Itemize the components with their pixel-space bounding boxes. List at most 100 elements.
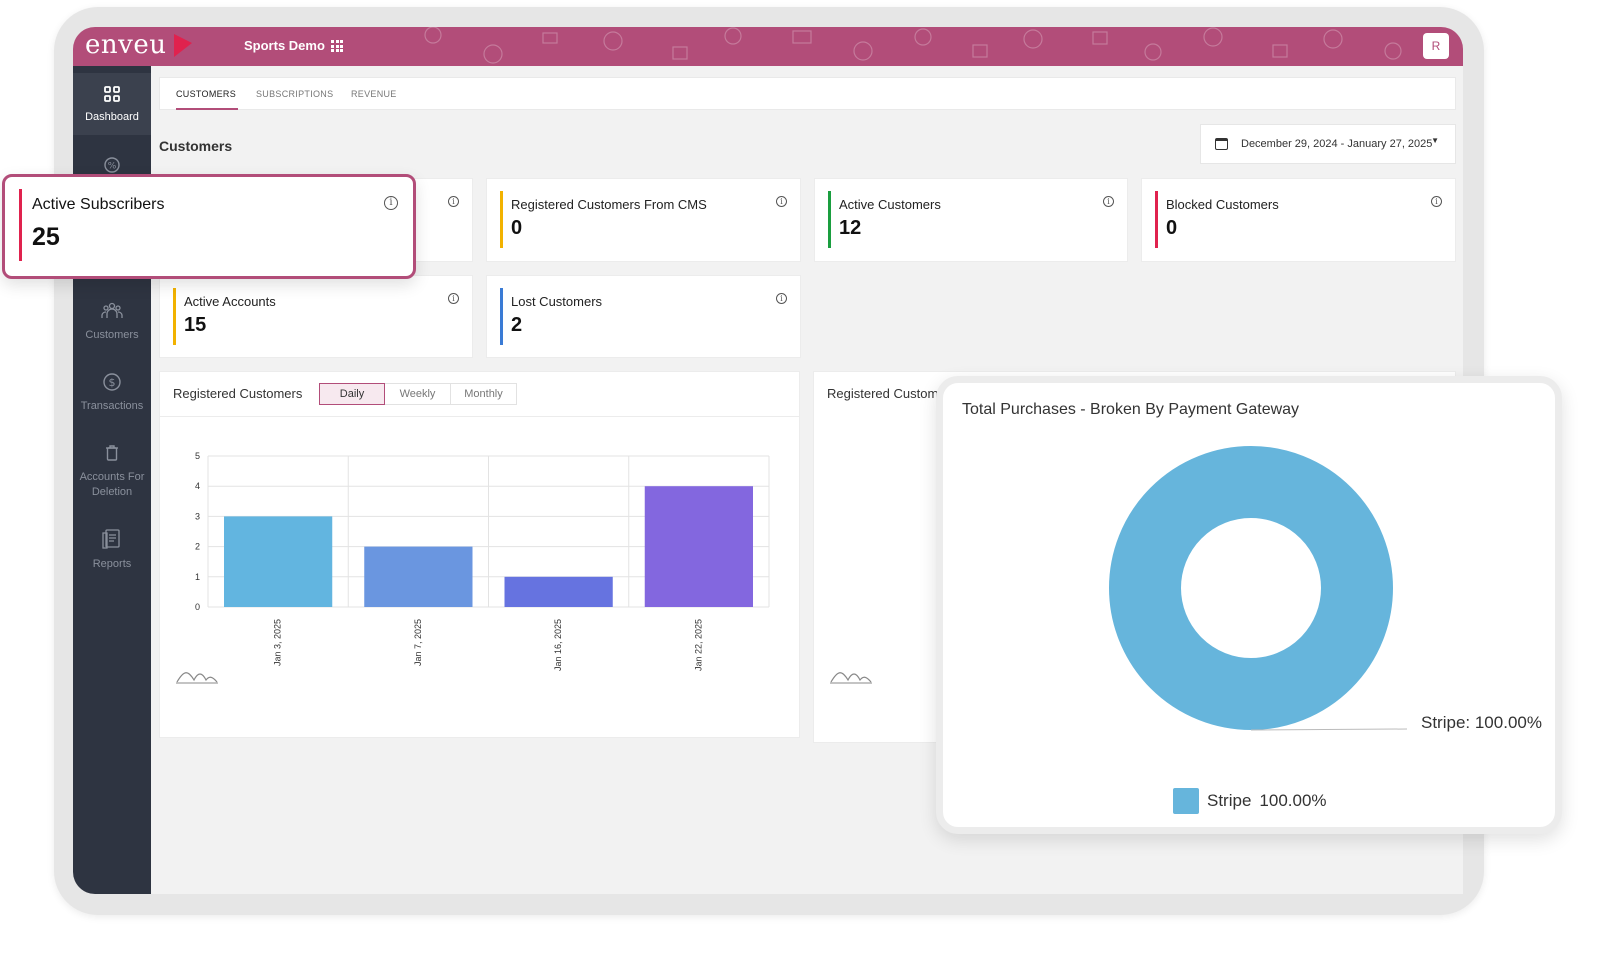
caret-down-icon: ▼ [1431, 136, 1439, 145]
grid-icon [73, 85, 151, 107]
sidebar-item-label: Accounts For Deletion [79, 471, 145, 498]
customers-icon [73, 301, 151, 325]
stat-label: Lost Customers [511, 294, 603, 309]
bar [504, 576, 613, 607]
stat-value: 0 [511, 217, 523, 239]
stat-card-active-accounts: Active Accounts 15 i [159, 275, 473, 358]
svg-text:%: % [108, 162, 117, 172]
date-range-text: December 29, 2024 - January 27, 2025 [1241, 138, 1433, 150]
panel-title: Registered Custom [827, 386, 939, 401]
sidebar-item-accounts-for-deletion[interactable]: Accounts For Deletion [73, 444, 151, 500]
y-tick-label: 2 [195, 542, 200, 552]
logo-flag-icon [174, 34, 192, 57]
apps-grid-icon[interactable] [331, 40, 343, 52]
stat-value: 12 [839, 217, 862, 239]
accent-bar [1155, 191, 1158, 248]
stat-label: Active Accounts [184, 294, 276, 309]
x-tick-label: Jan 3, 2025 [273, 619, 283, 666]
sidebar-item-transactions[interactable]: $ Transactions [73, 372, 151, 412]
stat-card-active-customers: Active Customers 12 i [814, 178, 1128, 262]
accent-bar [500, 191, 503, 248]
stat-label: Registered Customers From CMS [511, 197, 707, 212]
tab-bar: CUSTOMERS SUBSCRIPTIONS REVENUE [159, 77, 1456, 110]
info-icon[interactable]: i [776, 293, 787, 304]
legend-value: 100.00% [1259, 791, 1327, 810]
info-icon[interactable]: i [448, 196, 459, 207]
info-icon[interactable]: i [1431, 196, 1442, 207]
stat-label: Blocked Customers [1166, 197, 1279, 212]
bar [644, 486, 753, 607]
brand-logo[interactable]: enveu [85, 30, 167, 60]
period-daily-button[interactable]: Daily [319, 383, 385, 405]
stat-value: 15 [184, 314, 207, 336]
info-icon[interactable]: i [776, 196, 787, 207]
tab-customers[interactable]: CUSTOMERS [176, 89, 239, 110]
bar [224, 516, 333, 607]
sidebar-item-customers[interactable]: Customers [73, 301, 151, 341]
svg-text:$: $ [109, 376, 116, 389]
sidebar-item-coupons[interactable]: % [73, 156, 151, 182]
coupon-icon: % [73, 156, 151, 178]
sidebar-item-label: Transactions [80, 400, 144, 412]
payment-gateway-panel: Total Purchases - Broken By Payment Gate… [936, 376, 1562, 834]
period-weekly-button[interactable]: Weekly [385, 383, 451, 405]
y-tick-label: 0 [195, 602, 200, 612]
stat-value: 0 [1166, 217, 1178, 239]
user-avatar[interactable]: R [1423, 33, 1449, 59]
chart-legend[interactable]: Stripe 100.00% [1173, 788, 1327, 814]
period-monthly-button[interactable]: Monthly [451, 383, 517, 405]
callout-leader-line [1250, 728, 1408, 731]
sparkline-icon[interactable] [176, 668, 218, 687]
y-tick-label: 1 [195, 572, 200, 582]
stat-card-lost-customers: Lost Customers 2 i [486, 275, 801, 358]
legend-label: Stripe [1207, 791, 1252, 810]
sidebar-item-reports[interactable]: Reports [73, 528, 151, 570]
tab-revenue[interactable]: REVENUE [351, 89, 397, 99]
chart-title: Total Purchases - Broken By Payment Gate… [962, 401, 1300, 418]
stat-value: 2 [511, 314, 523, 336]
stat-card-blocked-customers: Blocked Customers 0 i [1141, 178, 1456, 262]
y-tick-label: 3 [195, 511, 200, 521]
tenant-name[interactable]: Sports Demo [244, 38, 325, 53]
y-tick-label: 4 [195, 481, 200, 491]
x-tick-label: Jan 22, 2025 [693, 619, 703, 671]
accent-bar [173, 288, 176, 345]
donut-chart [1109, 446, 1408, 731]
info-icon[interactable]: i [384, 196, 398, 210]
info-icon[interactable]: i [448, 293, 459, 304]
page-title: Customers [159, 138, 233, 154]
x-tick-label: Jan 7, 2025 [413, 619, 423, 666]
dollar-icon: $ [73, 372, 151, 396]
stat-card-registered-from-cms: Registered Customers From CMS 0 i [486, 178, 801, 262]
legend-swatch [1173, 788, 1199, 814]
registered-customers-panel: Registered Customers Daily Weekly Monthl… [159, 371, 800, 738]
panel-title: Registered Customers [173, 386, 303, 401]
sidebar-item-label: Reports [92, 558, 132, 570]
bar-chart: 0 1 2 3 4 5 Jan 3, 2025 Jan 7, 2025 Jan 16, 2025… [195, 451, 770, 671]
date-range-picker[interactable]: December 29, 2024 - January 27, 2025 ▼ [1200, 124, 1456, 164]
calendar-icon [1215, 138, 1228, 150]
stat-value: 25 [32, 223, 60, 251]
sparkline-icon[interactable] [830, 668, 872, 687]
sidebar-item-label: Dashboard [85, 111, 139, 123]
accent-bar [500, 288, 503, 345]
x-tick-label: Jan 16, 2025 [553, 619, 563, 671]
trash-icon [73, 444, 151, 466]
info-icon[interactable]: i [1103, 196, 1114, 207]
stat-label: Active Customers [839, 197, 941, 212]
tab-subscriptions[interactable]: SUBSCRIPTIONS [256, 89, 334, 99]
slice-callout-label: Stripe: 100.00% [1421, 713, 1542, 732]
sidebar-item-label: Customers [85, 329, 139, 341]
divider [160, 416, 799, 417]
bar [364, 546, 473, 607]
top-bar: enveu Sports Demo R [73, 27, 1463, 66]
accent-bar [19, 189, 22, 261]
y-tick-label: 5 [195, 451, 200, 461]
report-icon [73, 528, 151, 554]
decorative-pattern [424, 27, 1402, 64]
sidebar-item-dashboard[interactable]: Dashboard [73, 73, 151, 135]
active-subscribers-card: Active Subscribers 25 i [2, 174, 416, 279]
stat-label: Active Subscribers [32, 196, 165, 213]
donut-slice [1109, 446, 1393, 730]
accent-bar [828, 191, 831, 248]
